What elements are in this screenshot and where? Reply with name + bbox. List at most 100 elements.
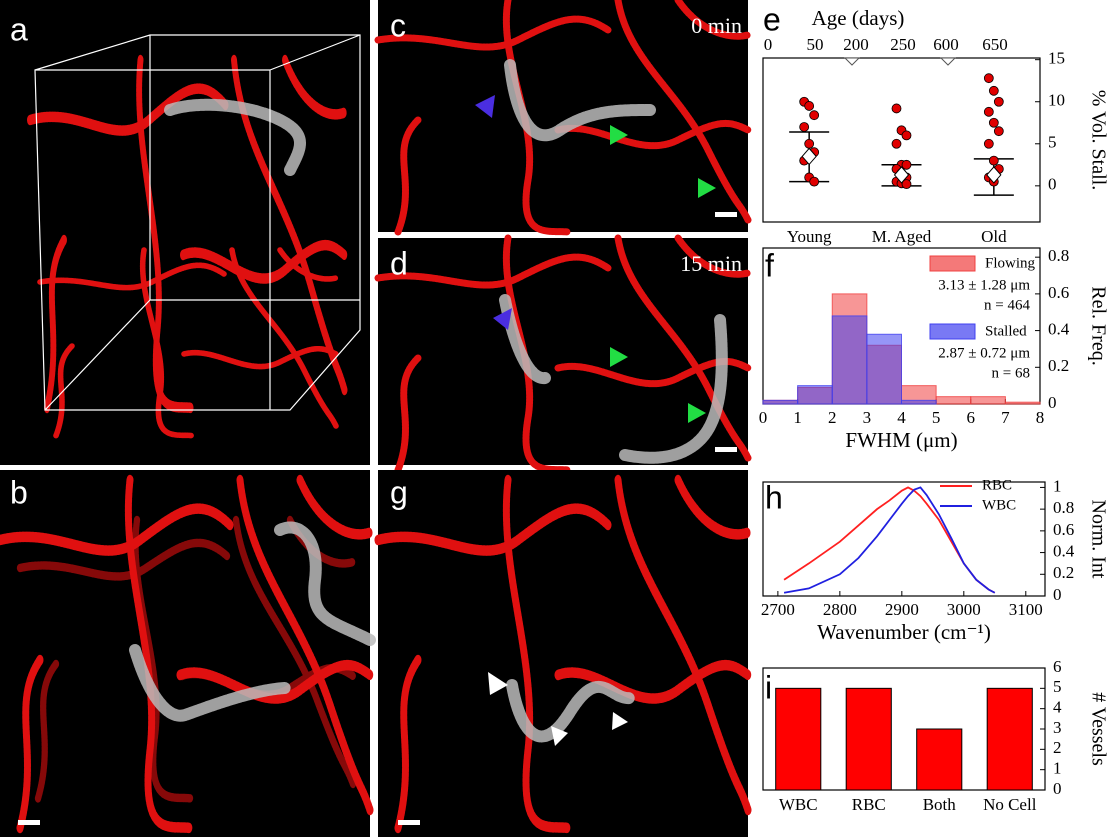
data-point xyxy=(892,139,901,148)
data-point xyxy=(984,107,993,116)
x-tick-label: 3 xyxy=(863,408,872,427)
top-axis-title: Age (days) xyxy=(812,6,905,30)
y-axis-title: Norm. Int xyxy=(1087,500,1109,579)
y-axis-title: % Vol. Stall. xyxy=(1087,90,1109,190)
time-label: 0 min xyxy=(691,13,742,38)
data-point xyxy=(989,156,998,165)
x-tick-label: Old xyxy=(981,227,1007,246)
legend-stats: 2.87 ± 0.72 μm xyxy=(938,345,1030,361)
data-point xyxy=(902,160,911,169)
x-tick-label: 0 xyxy=(759,408,768,427)
bar xyxy=(846,688,891,790)
data-point xyxy=(810,111,819,120)
x-tick-label: 7 xyxy=(1001,408,1010,427)
y-tick-label: 10 xyxy=(1048,91,1065,110)
panel-label: f xyxy=(765,247,774,283)
y-tick-label: 0.6 xyxy=(1053,520,1074,539)
legend-swatch xyxy=(930,256,975,271)
x-tick-label: M. Aged xyxy=(872,227,932,246)
hist-bar xyxy=(867,334,902,404)
panel-label: e xyxy=(763,1,781,37)
top-tick-label: 50 xyxy=(807,35,824,54)
x-tick-label: 1 xyxy=(793,408,802,427)
x-tick-label: 8 xyxy=(1036,408,1045,427)
x-tick-label: 3100 xyxy=(1009,600,1043,619)
legend-n: n = 464 xyxy=(984,297,1030,313)
y-tick-label: 0 xyxy=(1048,175,1057,194)
y-tick-label: 0 xyxy=(1053,585,1062,604)
y-tick-label: 6 xyxy=(1053,657,1062,676)
top-tick-label: 600 xyxy=(933,35,959,54)
data-point xyxy=(984,74,993,83)
legend-label: RBC xyxy=(982,477,1012,493)
top-tick-label: 650 xyxy=(982,35,1008,54)
series-line xyxy=(784,487,995,592)
hist-bar xyxy=(798,386,833,404)
hist-bar xyxy=(832,316,867,404)
panel-b-image xyxy=(0,470,370,837)
plot-frame xyxy=(763,58,1040,222)
panel-label: g xyxy=(390,474,408,510)
x-tick-label: 2 xyxy=(828,408,837,427)
y-tick-label: 0 xyxy=(1053,779,1062,798)
y-tick-label: 0.8 xyxy=(1053,498,1074,517)
x-tick-label: 5 xyxy=(932,408,941,427)
hist-bar xyxy=(763,400,798,404)
panel-label: b xyxy=(10,474,28,510)
hist-bar xyxy=(1005,402,1040,404)
data-point xyxy=(800,122,809,131)
y-tick-label: 0.6 xyxy=(1048,283,1069,302)
y-tick-label: 1 xyxy=(1053,476,1062,495)
data-point xyxy=(989,118,998,127)
x-tick-label: 2800 xyxy=(823,600,857,619)
panel-label: c xyxy=(390,7,406,43)
legend-stats: 3.13 ± 1.28 μm xyxy=(938,277,1030,293)
bar xyxy=(776,688,821,790)
data-point xyxy=(994,127,1003,136)
hist-bar xyxy=(936,397,971,404)
data-point xyxy=(994,97,1003,106)
y-tick-label: 5 xyxy=(1053,677,1062,696)
y-tick-label: 0.2 xyxy=(1053,563,1074,582)
y-tick-label: 5 xyxy=(1048,133,1057,152)
panel-label: a xyxy=(10,11,28,47)
panel-g-image xyxy=(378,470,748,837)
x-axis-title: Wavenumber (cm⁻¹) xyxy=(817,620,991,644)
top-tick-label: 200 xyxy=(843,35,869,54)
x-tick-label: Young xyxy=(787,227,832,246)
y-tick-label: 0 xyxy=(1048,393,1057,412)
data-point xyxy=(892,104,901,113)
bar xyxy=(987,688,1032,790)
bar xyxy=(917,729,962,790)
y-tick-label: 2 xyxy=(1053,738,1062,757)
top-tick-label: 0 xyxy=(764,35,773,54)
legend-label: WBC xyxy=(982,497,1016,513)
data-point xyxy=(989,86,998,95)
panel-a-image xyxy=(0,0,370,465)
figure: a b c d g e f h i 0 min 15 min 051015% V… xyxy=(0,0,1115,837)
y-tick-label: 0.2 xyxy=(1048,356,1069,375)
panel-label: i xyxy=(765,669,772,705)
y-axis-title: Rel. Freq. xyxy=(1087,286,1109,365)
axis-break xyxy=(845,58,859,65)
legend-n: n = 68 xyxy=(992,365,1030,381)
data-point xyxy=(805,101,814,110)
data-point xyxy=(984,139,993,148)
y-tick-label: 0.8 xyxy=(1048,246,1069,265)
y-tick-label: 15 xyxy=(1048,49,1065,68)
series-line xyxy=(784,487,995,592)
panel-label: d xyxy=(390,245,408,281)
x-tick-label: Both xyxy=(923,795,957,814)
x-tick-label: RBC xyxy=(852,795,886,814)
y-tick-label: 3 xyxy=(1053,718,1062,737)
panel-label: h xyxy=(765,479,783,515)
data-point xyxy=(805,139,814,148)
x-axis-title: FWHM (μm) xyxy=(845,428,957,452)
time-label: 15 min xyxy=(680,251,742,276)
x-tick-label: 6 xyxy=(967,408,976,427)
data-point xyxy=(810,177,819,186)
legend-swatch xyxy=(930,324,975,339)
x-tick-label: 4 xyxy=(897,408,906,427)
x-tick-label: WBC xyxy=(779,795,818,814)
y-axis-title: # Vessels xyxy=(1087,692,1109,766)
